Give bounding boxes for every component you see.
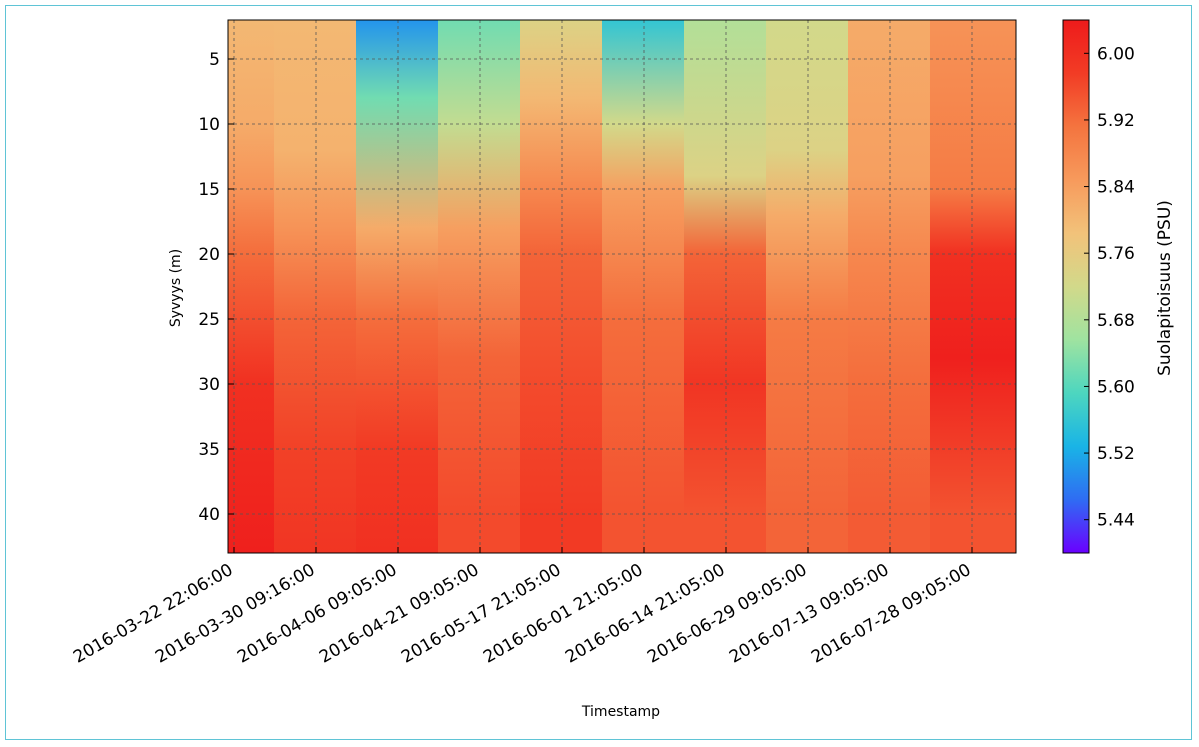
y-tick-label: 15	[198, 180, 220, 200]
grid-lines	[228, 20, 1016, 553]
y-tick-label: 5	[209, 50, 220, 70]
y-axis-label: Syvyys (m)	[168, 249, 184, 327]
colorbar-tick-label: 5.76	[1097, 244, 1135, 264]
colorbar-tick-label: 5.84	[1097, 178, 1135, 198]
x-axis-label: Timestamp	[581, 704, 660, 720]
y-tick-label: 10	[198, 115, 220, 135]
y-tick-label: 35	[198, 440, 220, 460]
y-tick-label: 20	[198, 245, 220, 265]
y-tick-label: 40	[198, 505, 220, 525]
colorbar-tick-label: 5.68	[1097, 311, 1135, 331]
profile-strip	[930, 20, 1016, 553]
profile-strip	[228, 20, 276, 553]
y-tick-label: 30	[198, 375, 220, 395]
colorbar-tick-label: 5.44	[1097, 511, 1135, 531]
colorbar-label: Suolapitoisuus (PSU)	[1155, 200, 1175, 376]
colorbar	[1062, 19, 1090, 554]
y-axis: 5 10 15 20 25 30 35 40	[198, 50, 234, 525]
colorbar-tick-label: 5.52	[1097, 444, 1135, 464]
colorbar-tick-label: 5.92	[1097, 111, 1135, 131]
y-tick-label: 25	[198, 310, 220, 330]
colorbar-tick-label: 5.60	[1097, 377, 1135, 397]
colorbar-axis: 6.00 5.92 5.84 5.76 5.68 5.60 5.52 5.44	[1084, 44, 1135, 531]
colorbar-tick-label: 6.00	[1097, 44, 1135, 64]
plot-frame	[227, 19, 1017, 554]
heatmap-field	[228, 20, 1016, 553]
